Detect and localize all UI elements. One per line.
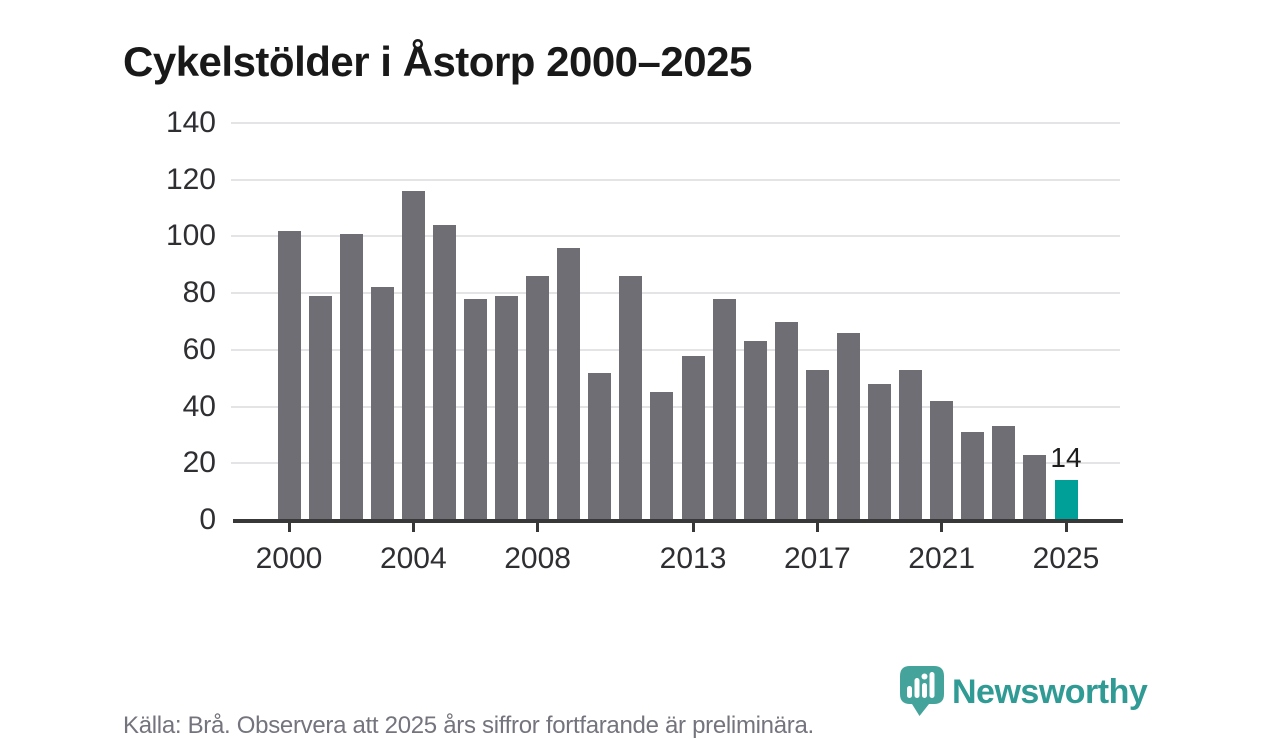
x-tick-2017: [815, 523, 819, 532]
bar-2004: [401, 191, 425, 520]
y-axis-label-60: 60: [182, 332, 216, 366]
bar-2021: [930, 400, 954, 520]
x-tick-2004: [411, 523, 415, 532]
gridline-40: [231, 405, 1120, 408]
bar-2007: [495, 295, 519, 520]
bar-2019: [868, 383, 892, 520]
bar-2018: [836, 332, 860, 520]
bar-2023: [992, 426, 1016, 520]
source-note: Källa: Brå. Observera att 2025 års siffr…: [123, 712, 814, 739]
x-axis-label-2013: 2013: [659, 542, 727, 575]
x-tick-2008: [536, 523, 540, 532]
bar-2015: [743, 341, 767, 520]
bar-2000: [277, 230, 301, 520]
bar-2003: [370, 287, 394, 520]
y-axis-label-20: 20: [182, 446, 216, 480]
y-axis-label-100: 100: [165, 219, 216, 253]
bar-2008: [526, 276, 550, 520]
y-axis-label-40: 40: [182, 389, 216, 423]
bar-2002: [339, 233, 363, 520]
x-tick-2021: [940, 523, 944, 532]
bar-2020: [899, 369, 923, 520]
bar-2025: [1054, 480, 1078, 520]
gridline-120: [231, 178, 1120, 181]
x-axis-label-2025: 2025: [1032, 542, 1100, 575]
chart-title: Cykelstölder i Åstorp 2000–2025: [123, 38, 752, 86]
newsworthy-wordmark: Newsworthy: [952, 673, 1148, 711]
x-axis-line: [233, 519, 1123, 523]
bar-2013: [681, 355, 705, 520]
gridline-140: [231, 122, 1120, 124]
x-tick-2025: [1064, 523, 1068, 532]
x-axis-label-2000: 2000: [255, 542, 323, 575]
bar-2005: [432, 225, 456, 520]
x-tick-2000: [287, 523, 291, 532]
y-axis-label-140: 140: [165, 106, 216, 139]
newsworthy-brand: Newsworthy: [898, 665, 1148, 717]
gridline-60: [231, 348, 1120, 351]
y-axis: 0 20 40 60 80 100 120 140: [0, 107, 216, 536]
gridline-100: [231, 235, 1120, 238]
bar-2010: [588, 372, 612, 520]
bar-2012: [650, 392, 674, 520]
y-axis-label-120: 120: [165, 162, 216, 196]
x-axis-label-2017: 2017: [783, 542, 851, 575]
bar-2009: [557, 247, 581, 520]
bar-2017: [805, 369, 829, 520]
bar-2006: [463, 298, 487, 520]
x-tick-2013: [691, 523, 695, 532]
x-axis-label-2004: 2004: [379, 542, 447, 575]
bar-2011: [619, 276, 643, 520]
newsworthy-logo-icon: [900, 666, 944, 716]
gridline-20: [231, 462, 1120, 465]
bar-chart-plot-area: 14: [231, 122, 1120, 520]
bar-2022: [961, 432, 985, 520]
highlight-value-label: 14: [1050, 442, 1082, 474]
y-axis-label-80: 80: [182, 276, 216, 310]
gridline-80: [231, 292, 1120, 295]
bar-2001: [308, 295, 332, 520]
bar-2016: [774, 321, 798, 520]
x-axis-label-2021: 2021: [908, 542, 976, 575]
bar-2024: [1023, 454, 1047, 520]
y-axis-label-0: 0: [199, 503, 216, 536]
x-axis-label-2008: 2008: [504, 542, 571, 575]
bar-2014: [712, 298, 736, 520]
